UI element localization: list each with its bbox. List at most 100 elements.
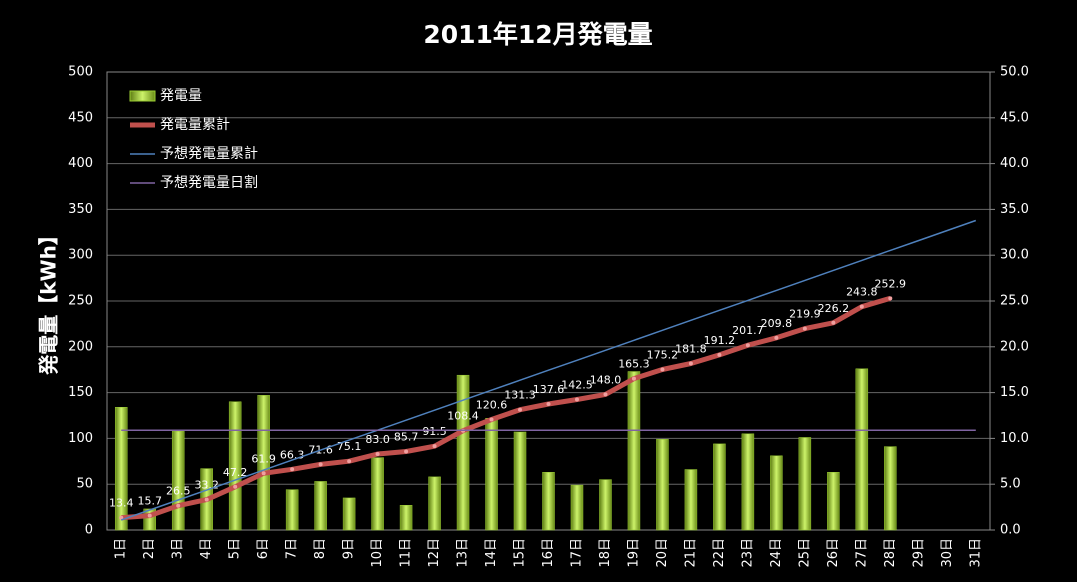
x-tick-label: 6日 <box>256 538 271 559</box>
data-label: 219.9 <box>789 308 821 321</box>
line-marker <box>204 497 209 502</box>
bar <box>684 469 698 531</box>
line-marker <box>859 304 864 309</box>
data-label: 47.2 <box>223 466 248 479</box>
y-tick-label: 250 <box>68 294 93 309</box>
y2-tick-label: 10.0 <box>1000 431 1029 446</box>
line-marker <box>888 296 893 301</box>
line-marker <box>688 361 693 366</box>
legend-label: 発電量累計 <box>160 117 230 133</box>
y-axis-label: 発電量【kWh】 <box>37 225 61 376</box>
y2-tick-label: 0.0 <box>1000 523 1021 538</box>
data-label: 137.6 <box>533 383 565 396</box>
y2-tick-label: 5.0 <box>1000 477 1021 492</box>
bar <box>656 439 669 531</box>
line-marker <box>176 503 181 508</box>
bar <box>627 371 641 531</box>
data-label: 201.7 <box>732 324 764 337</box>
x-tick-label: 20日 <box>655 538 670 568</box>
line-marker <box>774 335 779 340</box>
line-marker <box>489 417 494 422</box>
bar <box>542 472 555 531</box>
y2-tick-label: 40.0 <box>1000 156 1029 171</box>
x-tick-label: 8日 <box>313 538 328 559</box>
y2-tick-label: 20.0 <box>1000 339 1029 354</box>
data-label: 13.4 <box>109 497 134 510</box>
line-marker <box>660 367 665 372</box>
line-marker <box>432 444 437 449</box>
x-tick-label: 29日 <box>911 538 926 568</box>
bar <box>884 446 897 531</box>
data-label: 209.8 <box>761 317 793 330</box>
x-tick-label: 15日 <box>513 538 528 568</box>
x-tick-label: 12日 <box>427 538 442 568</box>
line-marker <box>347 459 352 464</box>
data-label: 181.8 <box>675 342 707 355</box>
line-marker <box>518 407 523 412</box>
y2-tick-label: 50.0 <box>1000 65 1029 80</box>
x-tick-label: 26日 <box>826 538 841 568</box>
bar <box>399 505 413 531</box>
data-label: 175.2 <box>647 349 679 362</box>
data-label: 252.9 <box>875 277 907 290</box>
line-marker <box>233 484 238 489</box>
x-tick-label: 13日 <box>456 538 471 568</box>
x-tick-label: 23日 <box>740 538 755 568</box>
data-label: 142.5 <box>561 378 593 391</box>
line-marker <box>745 343 750 348</box>
legend-swatch <box>129 90 156 102</box>
bar <box>855 368 869 531</box>
x-tick-label: 25日 <box>797 538 812 568</box>
bar <box>570 484 584 531</box>
y2-tick-label: 30.0 <box>1000 248 1029 263</box>
bar <box>257 395 270 531</box>
y2-tick-label: 35.0 <box>1000 202 1029 217</box>
data-label: 61.9 <box>251 452 276 465</box>
legend-label: 発電量 <box>160 88 202 104</box>
line-marker <box>631 376 636 381</box>
line-marker <box>119 515 124 520</box>
y-tick-label: 450 <box>68 110 93 125</box>
x-tick-label: 5日 <box>228 538 243 559</box>
y-tick-label: 350 <box>68 202 93 217</box>
data-label: 85.7 <box>394 430 419 443</box>
data-label: 120.6 <box>476 399 508 412</box>
x-tick-label: 17日 <box>569 538 584 568</box>
y-tick-label: 500 <box>68 65 93 80</box>
data-label: 191.2 <box>704 334 736 347</box>
data-label: 26.5 <box>166 485 191 498</box>
line-marker <box>603 392 608 397</box>
bar <box>741 433 755 531</box>
data-label: 226.2 <box>818 302 850 315</box>
y2-tick-label: 15.0 <box>1000 385 1029 400</box>
bar <box>342 497 356 531</box>
bar <box>428 476 441 531</box>
x-tick-label: 2日 <box>142 538 157 559</box>
legend-label: 予想発電量日割 <box>160 174 258 191</box>
bar <box>171 430 185 531</box>
bar <box>228 401 242 531</box>
y-tick-label: 200 <box>68 339 93 354</box>
y2-tick-label: 25.0 <box>1000 294 1029 309</box>
x-tick-label: 27日 <box>854 538 869 568</box>
line-marker <box>546 401 551 406</box>
bar <box>456 374 470 531</box>
x-tick-label: 9日 <box>342 538 357 559</box>
data-label: 131.3 <box>504 389 536 402</box>
line-marker <box>261 471 266 476</box>
line-marker <box>831 320 836 325</box>
line-marker <box>147 513 152 518</box>
x-tick-label: 21日 <box>683 538 698 568</box>
y-tick-label: 150 <box>68 385 93 400</box>
bar <box>798 437 812 531</box>
x-tick-label: 16日 <box>541 538 556 568</box>
line <box>120 219 977 521</box>
y-tick-label: 400 <box>68 156 93 171</box>
data-label: 83.0 <box>365 433 390 446</box>
x-tick-label: 22日 <box>712 538 727 568</box>
x-tick-label: 18日 <box>598 538 613 568</box>
x-tick-label: 7日 <box>285 538 300 559</box>
x-tick-label: 4日 <box>199 538 214 559</box>
y-tick-label: 300 <box>68 248 93 263</box>
